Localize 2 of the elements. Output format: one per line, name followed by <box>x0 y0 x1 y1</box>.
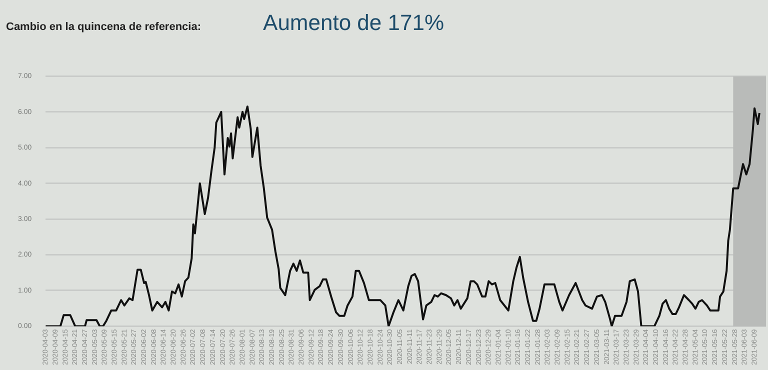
chart-title: Cambio en la quincena de referencia: <box>6 21 202 33</box>
chart-subtitle: Aumento de 171% <box>263 10 444 36</box>
